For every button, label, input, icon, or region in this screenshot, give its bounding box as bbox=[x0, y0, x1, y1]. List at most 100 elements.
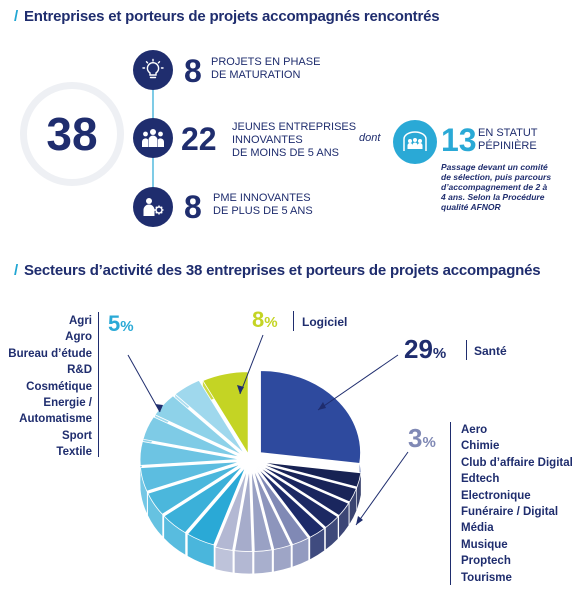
pie-slice-side bbox=[273, 545, 291, 572]
lightbulb-icon bbox=[133, 50, 173, 90]
pie-slice-side bbox=[234, 550, 253, 574]
pie-slice bbox=[234, 469, 253, 552]
pie-slice-side bbox=[339, 503, 349, 538]
row-desc-line: PROJETS EN PHASE bbox=[211, 56, 321, 68]
pepiniere-value: 13 bbox=[441, 122, 477, 158]
people-group-icon bbox=[133, 118, 173, 158]
pie-slice-side bbox=[147, 493, 163, 537]
pie-slice-side bbox=[215, 547, 233, 573]
note-line: 4 ans. Selon la Procédure bbox=[441, 192, 545, 202]
dont-label: dont bbox=[359, 132, 381, 144]
pie-slice-side bbox=[187, 534, 214, 567]
pie-slice bbox=[260, 463, 357, 503]
pct-number: 8 bbox=[252, 307, 265, 332]
sector-label: Musique bbox=[461, 538, 508, 551]
sector-label: Bureau d’étude bbox=[8, 347, 92, 360]
pie-slice bbox=[142, 416, 241, 458]
pct-label-3: 3% bbox=[408, 423, 436, 454]
pie-slice-side bbox=[325, 516, 338, 550]
pie-slice bbox=[253, 469, 292, 550]
leader-line-8 bbox=[239, 334, 264, 395]
leader-arrow-3 bbox=[356, 516, 363, 525]
pie-slice bbox=[154, 395, 243, 456]
total-circle: 38 bbox=[20, 82, 124, 186]
sector-label: Club d’affaire Digital bbox=[461, 456, 573, 469]
row-value-pme: 8 bbox=[184, 189, 202, 225]
pct-symbol: % bbox=[432, 345, 447, 362]
pie-slice-side bbox=[292, 538, 309, 567]
row-desc-line: INNOVANTES bbox=[232, 134, 303, 146]
pie-slice bbox=[259, 464, 350, 517]
pct-label-8: 8% bbox=[252, 307, 278, 333]
pct-number: 3 bbox=[408, 423, 423, 453]
title-slash: / bbox=[14, 262, 18, 279]
sector-label: Energie / Automatisme bbox=[19, 397, 92, 426]
sector-label: Agro bbox=[65, 331, 92, 344]
sector-label: Cosmétique bbox=[26, 380, 92, 393]
row-desc-line: DE MATURATION bbox=[211, 69, 301, 81]
note-line: d’accompagnement de 2 à bbox=[441, 182, 548, 192]
pie-slice bbox=[261, 461, 362, 488]
pie-chart bbox=[139, 370, 362, 574]
sector-label: Agri bbox=[69, 315, 92, 327]
separator-8 bbox=[293, 311, 294, 331]
section-title-text: Entreprises et porteurs de projets accom… bbox=[23, 8, 440, 25]
person-gear-icon bbox=[133, 187, 173, 227]
row-desc-line: JEUNES ENTREPRISES bbox=[232, 121, 357, 133]
pct-symbol: % bbox=[264, 314, 278, 331]
sector-label: Textile bbox=[56, 446, 92, 459]
pie-slice-side bbox=[254, 549, 272, 574]
sector-label: Electronique bbox=[461, 489, 531, 502]
sector-label: R&D bbox=[67, 364, 92, 377]
pct-number: 29 bbox=[404, 334, 433, 364]
leader-line-3 bbox=[355, 451, 409, 526]
leader-line-29 bbox=[317, 354, 399, 411]
note-line: de sélection, puis parcours bbox=[441, 172, 552, 182]
pie-slice bbox=[255, 468, 309, 546]
pct-number: 5 bbox=[108, 311, 121, 336]
sector-label: Proptech bbox=[461, 555, 511, 568]
pie-slice bbox=[163, 465, 244, 534]
sector-list-5: Agri Agro Bureau d’étude R&D Cosmétique … bbox=[8, 313, 92, 461]
row-desc-pme: PME INNOVANTES DE PLUS DE 5 ANS bbox=[213, 192, 313, 218]
pie-slice-side bbox=[356, 472, 361, 509]
pepiniere-desc-line: EN STATUT bbox=[478, 127, 538, 139]
sector-label: Edtech bbox=[461, 473, 500, 486]
pie-slice bbox=[256, 467, 325, 538]
section-title-entreprises: / Entreprises et porteurs de projets acco… bbox=[14, 8, 440, 25]
section-title-text: Secteurs d’activité des 38 entreprises e… bbox=[23, 262, 541, 279]
row-desc-line: DE PLUS DE 5 ANS bbox=[213, 205, 313, 217]
sector-label: Funéraire / Digital bbox=[461, 506, 559, 519]
note-line: Passage devant un comité bbox=[441, 162, 548, 172]
pie-slice bbox=[174, 379, 245, 454]
pie-slice bbox=[258, 466, 339, 528]
pie-slice bbox=[260, 370, 361, 464]
sector-label: Sport bbox=[61, 429, 92, 442]
pepiniere-desc: EN STATUT PÉPINIÈRE bbox=[478, 127, 537, 153]
pie-slice bbox=[251, 469, 273, 552]
building-people-icon bbox=[393, 120, 437, 164]
pie-slice bbox=[147, 463, 242, 515]
leader-arrow-8 bbox=[237, 385, 244, 394]
section-title-secteurs: / Secteurs d’activité des 38 entreprises … bbox=[14, 262, 541, 279]
pie-slice bbox=[202, 371, 249, 456]
sector-label-sante: Santé bbox=[474, 344, 507, 358]
pct-label-5: 5% bbox=[108, 311, 134, 337]
pie-slice bbox=[214, 469, 248, 551]
title-slash: / bbox=[14, 8, 18, 25]
sector-label: Média bbox=[461, 522, 494, 535]
pie-slice-side bbox=[310, 528, 325, 560]
pie-slice bbox=[139, 441, 241, 466]
pct-label-29: 29% bbox=[404, 334, 446, 365]
sector-label-logiciel: Logiciel bbox=[302, 315, 348, 329]
separator-3 bbox=[450, 422, 451, 585]
pie-slice bbox=[187, 466, 246, 546]
row-desc-jeunes: JEUNES ENTREPRISES INNOVANTES DE MOINS D… bbox=[232, 121, 356, 160]
leader-line-5 bbox=[127, 354, 161, 413]
separator-5 bbox=[98, 312, 99, 457]
sector-label: Aero bbox=[461, 424, 488, 436]
pie-slice-side bbox=[349, 488, 357, 524]
sector-label: Chimie bbox=[461, 440, 500, 453]
pepiniere-note: Passage devant un comité de sélection, p… bbox=[441, 162, 551, 212]
